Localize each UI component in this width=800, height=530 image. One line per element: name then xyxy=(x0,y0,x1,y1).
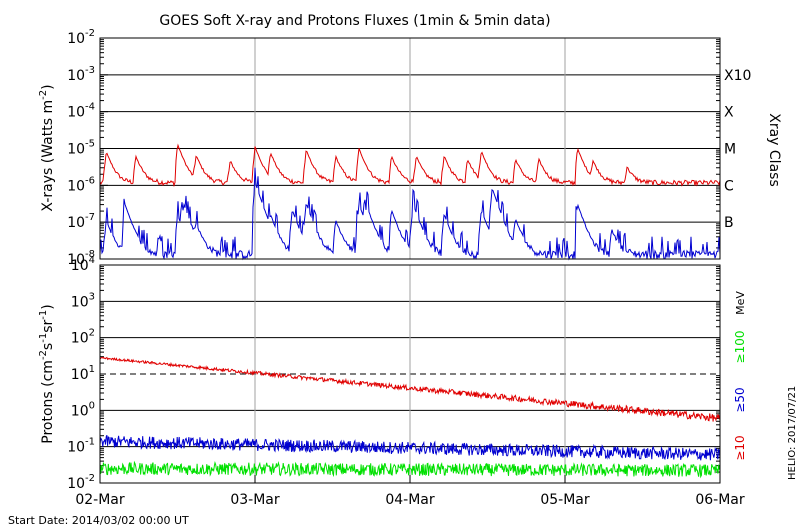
proton-y-tick-label: 10-2 xyxy=(67,473,95,492)
xray-y-tick-label: 10-5 xyxy=(67,139,95,158)
xray-class-label-X: X xyxy=(724,105,734,121)
xray-y-tick-label: 10-2 xyxy=(67,28,95,47)
xray-y-tick-label: 10-4 xyxy=(67,102,95,121)
xray-series-line-1 xyxy=(99,167,721,261)
proton-y-tick-label: 100 xyxy=(71,400,95,419)
xray-class-label-M: M xyxy=(724,142,736,158)
x-tick-label: 05-Mar xyxy=(540,492,590,508)
helio-stamp: HELIO: 2017/07/21 xyxy=(787,386,798,480)
proton-series xyxy=(99,356,721,479)
xray-series-line-0 xyxy=(99,143,721,188)
xray-class-label-C: C xyxy=(724,178,734,194)
proton-y-tick-label: 10-1 xyxy=(67,437,95,456)
proton-series-line-1 xyxy=(99,434,721,461)
xray-class-label-X10: X10 xyxy=(724,68,751,84)
proton-y-tick-label: 101 xyxy=(71,364,95,383)
xray-y-tick-label: 10-8 xyxy=(67,249,95,268)
start-date-label: Start Date: 2014/03/02 00:00 UT xyxy=(8,514,189,527)
chart-title: GOES Soft X-ray and Protons Fluxes (1min… xyxy=(159,13,550,29)
proton-series-line-2 xyxy=(99,356,721,422)
xray-gridlines xyxy=(100,38,720,259)
x-axis-tick-labels: 02-Mar 03-Mar 04-Mar 05-Mar 06-Mar xyxy=(75,475,745,508)
xray-y-ticks: 10-2 10-3 10-4 10-5 10-6 10-7 10-8 xyxy=(67,28,720,268)
x-tick-label: 03-Mar xyxy=(230,492,280,508)
xray-y-tick-label: 10-7 xyxy=(67,212,95,231)
xray-class-labels: X10 X M C B xyxy=(724,68,751,231)
x-tick-label: 02-Mar xyxy=(75,492,125,508)
xray-series xyxy=(99,143,721,261)
x-tick-label: 04-Mar xyxy=(385,492,435,508)
proton-y-tick-label: 104 xyxy=(71,255,95,274)
x-tick-label: 06-Mar xyxy=(695,492,745,508)
legend-ge50: ≥50 xyxy=(733,387,747,412)
legend-ge100: ≥100 xyxy=(733,331,747,364)
proton-y-axis-label: Protons (cm-2s-1sr-1) xyxy=(38,304,56,443)
xray-y-tick-label: 10-6 xyxy=(67,175,95,194)
xray-panel-frame xyxy=(99,37,721,260)
proton-series-line-0 xyxy=(99,460,721,479)
legend-ge10: ≥10 xyxy=(733,435,747,460)
xray-class-label-B: B xyxy=(724,215,734,231)
proton-y-tick-label: 103 xyxy=(71,291,95,310)
xray-y-axis-label: X-rays (Watts m-2) xyxy=(38,84,56,211)
proton-unit-label: MeV xyxy=(734,291,747,315)
proton-y-tick-label: 102 xyxy=(71,328,95,347)
proton-y-ticks: 104 103 102 101 100 10-1 10-2 xyxy=(67,255,720,492)
xray-y-tick-label: 10-3 xyxy=(67,65,95,84)
xray-class-axis-label: Xray Class xyxy=(766,113,782,187)
